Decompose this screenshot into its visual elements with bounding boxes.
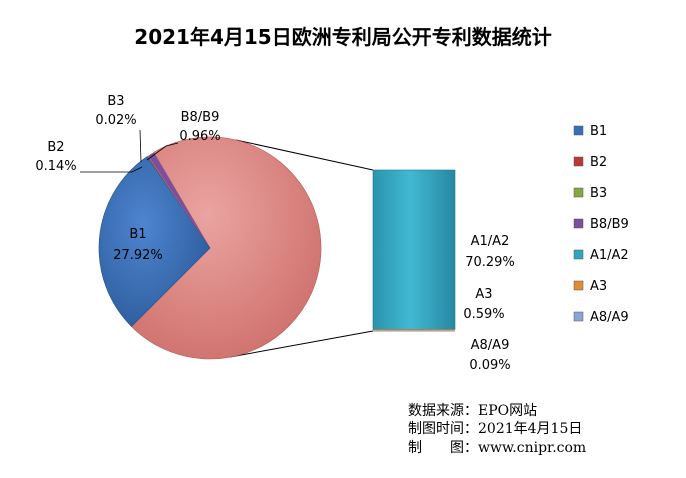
label-b2-name: B2	[47, 140, 64, 155]
label-b8-b9-name: B8/B9	[181, 110, 220, 125]
legend-swatch-b8-b9	[574, 219, 583, 228]
legend-label-b8-b9: B8/B9	[590, 217, 629, 232]
bar-segment-a3	[373, 329, 455, 330]
label-b8-b9-value: 0.96%	[179, 129, 220, 144]
legend-label-b3: B3	[590, 186, 607, 201]
label-b2-value: 0.14%	[35, 159, 76, 174]
label-b3-name: B3	[107, 94, 124, 109]
legend-swatch-a1-a2	[574, 250, 583, 259]
label-a1-a2-value: 70.29%	[465, 255, 515, 270]
label-b3-value: 0.02%	[95, 113, 136, 128]
source-line-1: 数据来源：EPO网站	[408, 403, 537, 419]
legend-swatch-a8-a9	[574, 312, 583, 321]
legend-swatch-b1	[574, 126, 583, 135]
legend-swatch-a3	[574, 281, 583, 290]
label-a3-value: 0.59%	[463, 307, 504, 322]
label-b1-name: B1	[129, 227, 146, 242]
legend-swatch-b3	[574, 188, 583, 197]
label-a3-name: A3	[475, 287, 492, 302]
leader-line-b3	[140, 130, 141, 162]
bar-segment-a1-a2	[373, 170, 455, 329]
label-a8-a9-name: A8/A9	[471, 338, 510, 353]
legend-label-a8-a9: A8/A9	[590, 310, 629, 325]
label-a8-a9-value: 0.09%	[469, 358, 510, 373]
legend-label-b1: B1	[590, 124, 607, 139]
legend-swatch-b2	[574, 157, 583, 166]
chart-legend: B1 B2 B3 B8/B9 A1/A2 A3 A8/A9	[574, 124, 629, 325]
legend-label-b2: B2	[590, 155, 607, 170]
legend-label-a3: A3	[590, 279, 607, 294]
label-a1-a2-name: A1/A2	[471, 234, 510, 249]
label-b1-value: 27.92%	[113, 248, 163, 263]
chart-title: 2021年4月15日欧洲专利局公开专利数据统计	[134, 25, 551, 49]
legend-label-a1-a2: A1/A2	[590, 248, 629, 263]
source-line-3: 制 图：www.cnipr.com	[408, 440, 586, 456]
bar-segment-a8-a9	[373, 331, 455, 332]
source-line-2: 制图时间：2021年4月15日	[408, 421, 582, 437]
